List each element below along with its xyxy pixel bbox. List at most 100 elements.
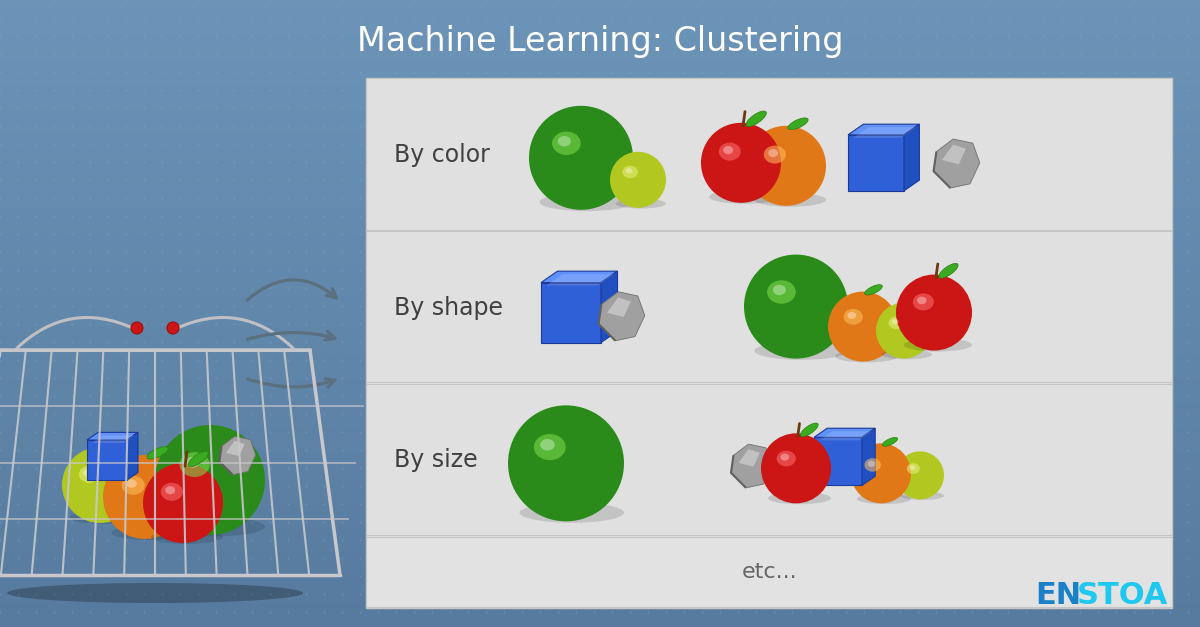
Bar (0, 19, 1200, 20)
Bar (0, 196, 1200, 197)
Bar (0, 230, 1200, 231)
Bar (0, 75, 1200, 76)
Bar (0, 406, 1200, 407)
Bar (0, 431, 1200, 432)
Circle shape (876, 303, 932, 359)
Bar (0, 405, 1200, 406)
Bar (0, 324, 1200, 325)
Bar (0, 138, 1200, 139)
Bar (0, 473, 1200, 474)
Bar (0, 170, 1200, 171)
Bar (0, 541, 1200, 542)
Bar (0, 445, 1200, 446)
Bar (0, 442, 1200, 443)
Bar (0, 209, 1200, 210)
Bar (0, 589, 1200, 590)
Bar (0, 34, 1200, 35)
Bar (0, 613, 1200, 614)
Bar (0, 139, 1200, 140)
Bar (0, 22, 1200, 23)
Bar (0, 74, 1200, 75)
Bar (0, 622, 1200, 623)
Bar (0, 270, 1200, 271)
Bar (0, 377, 1200, 378)
Bar (0, 3, 1200, 4)
Bar (0, 493, 1200, 494)
Bar (0, 507, 1200, 508)
Bar (0, 178, 1200, 179)
Bar (0, 211, 1200, 212)
Bar (0, 144, 1200, 145)
Bar (0, 357, 1200, 358)
Bar (0, 290, 1200, 291)
Bar (0, 71, 1200, 72)
Bar (0, 366, 1200, 367)
Bar (0, 551, 1200, 552)
Bar (0, 92, 1200, 93)
Bar (0, 603, 1200, 604)
Bar (0, 84, 1200, 85)
Bar (0, 567, 1200, 568)
Bar (0, 586, 1200, 587)
Bar (0, 602, 1200, 603)
Bar (0, 346, 1200, 347)
Bar (0, 582, 1200, 583)
Bar (0, 490, 1200, 491)
Ellipse shape (755, 342, 848, 360)
Ellipse shape (907, 463, 920, 474)
Ellipse shape (180, 452, 210, 477)
Bar (0, 153, 1200, 154)
Bar (0, 595, 1200, 596)
Bar (0, 580, 1200, 581)
Bar (0, 187, 1200, 188)
Bar (0, 624, 1200, 625)
Polygon shape (731, 444, 773, 488)
Polygon shape (92, 435, 134, 443)
Bar (0, 277, 1200, 278)
Polygon shape (904, 124, 919, 191)
Bar (0, 294, 1200, 295)
Bar (0, 43, 1200, 44)
Bar (0, 188, 1200, 189)
Bar (0, 333, 1200, 334)
Bar (0, 360, 1200, 361)
Bar (0, 6, 1200, 7)
Bar (0, 436, 1200, 437)
Bar (0, 369, 1200, 370)
Bar (0, 517, 1200, 518)
Bar (0, 69, 1200, 70)
Bar (0, 101, 1200, 102)
Bar (0, 411, 1200, 412)
Bar (0, 509, 1200, 510)
Bar (0, 429, 1200, 430)
Bar (0, 562, 1200, 563)
Bar (0, 404, 1200, 405)
Bar (0, 120, 1200, 121)
Bar (0, 78, 1200, 79)
Bar (0, 140, 1200, 141)
Bar (0, 254, 1200, 255)
Bar (0, 361, 1200, 362)
Bar (0, 367, 1200, 368)
Bar (0, 296, 1200, 297)
Circle shape (896, 275, 972, 350)
Bar (0, 568, 1200, 569)
Circle shape (746, 126, 826, 206)
Ellipse shape (166, 486, 175, 494)
Bar (0, 476, 1200, 477)
Bar (0, 77, 1200, 78)
Ellipse shape (188, 451, 209, 466)
Bar (0, 444, 1200, 445)
Bar (0, 345, 1200, 346)
Bar (0, 286, 1200, 287)
Bar (0, 331, 1200, 332)
Circle shape (508, 405, 624, 521)
Bar (0, 281, 1200, 282)
Bar (0, 142, 1200, 143)
Bar (0, 82, 1200, 83)
Bar (0, 604, 1200, 605)
Bar (0, 581, 1200, 582)
Bar (0, 482, 1200, 483)
Bar (0, 566, 1200, 567)
Bar (0, 449, 1200, 450)
